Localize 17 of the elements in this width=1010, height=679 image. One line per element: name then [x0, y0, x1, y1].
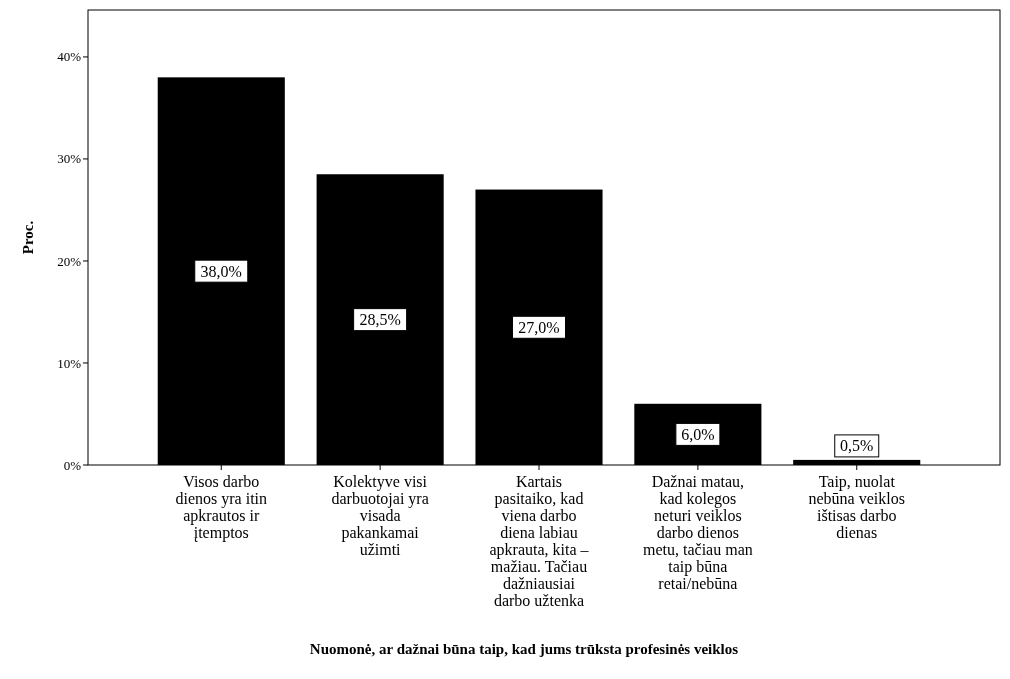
data-label: 6,0% — [681, 425, 715, 443]
x-tick-label: Kolektyve visi darbuotojai yra visada pakankamai užimti — [331, 473, 429, 558]
x-axis-title: Nuomonė, ar dažnai būna taip, kad jums trūksta profesinės veiklos — [309, 641, 739, 657]
y-tick-label: 40% — [57, 49, 82, 65]
data-label: 28,5% — [359, 311, 401, 329]
data-label: 0,5% — [840, 437, 874, 455]
x-tick-label: Kartais pasitaiko, kad viena darbo diena labiau apkrauta, kita – mažiau. Tačiau dažniausiai darbo užtenka — [489, 473, 590, 609]
x-tick-label: Taip, nuolat nebūna veiklos ištisas darbo dienas — [808, 473, 905, 541]
data-label: 38,0% — [200, 262, 242, 280]
x-tick-label: Visos darbo dienos yra itin apkrautos ir įtemptos — [175, 473, 268, 542]
y-tick-label: 20% — [57, 253, 82, 269]
y-tick-label: 10% — [57, 355, 82, 371]
y-tick-label: 30% — [57, 151, 82, 167]
data-label: 27,0% — [518, 318, 560, 336]
y-tick-label: 0% — [63, 457, 82, 473]
x-tick-label: Dažnai matau, kad kolegos neturi veiklos darbo dienos metu, tačiau man taip būna retai/nebūna — [643, 473, 753, 592]
y-axis-title: Proc. — [20, 220, 36, 255]
